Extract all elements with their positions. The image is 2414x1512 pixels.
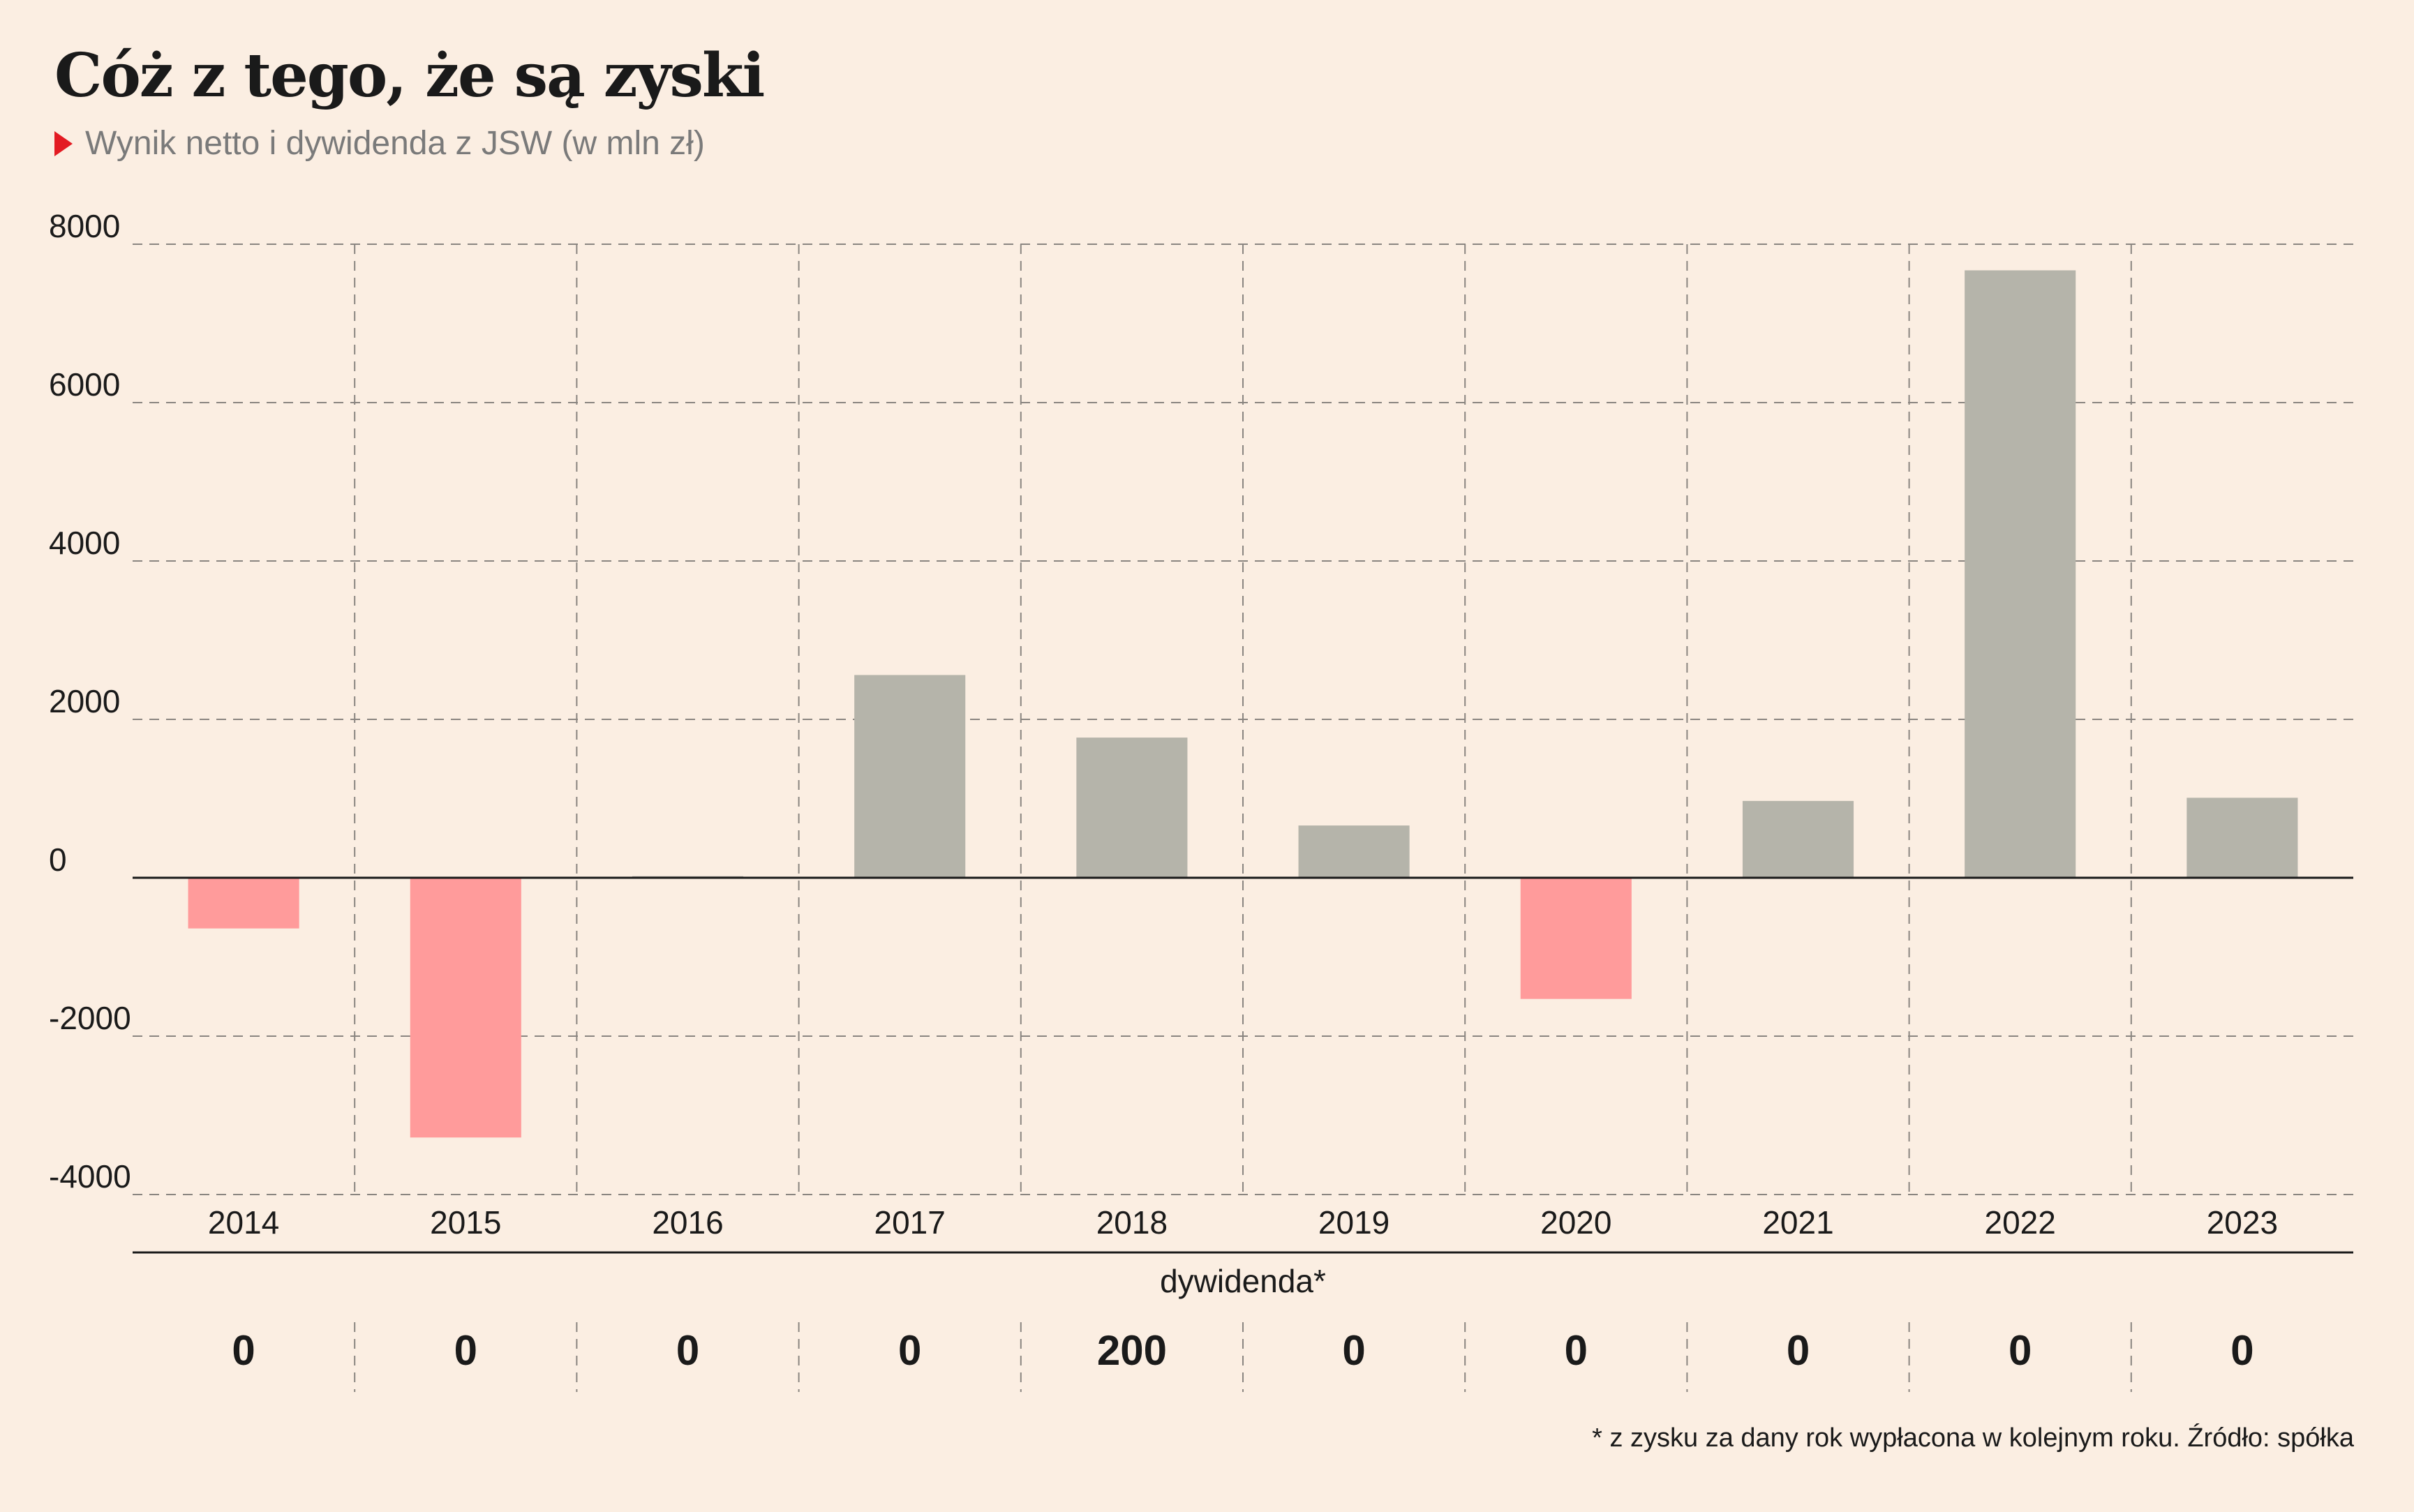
- chart-subtitle: Wynik netto i dywidenda z JSW (w mln zł): [54, 124, 705, 163]
- y-tick-label: 2000: [49, 683, 120, 719]
- dividend-label: dywidenda*: [1160, 1263, 1326, 1299]
- bar-2015: [410, 878, 521, 1138]
- bar-2018: [1076, 738, 1188, 878]
- chart-title: Cóż z tego, że są zyski: [54, 40, 765, 111]
- x-tick-label: 2017: [874, 1204, 946, 1241]
- bar-2019: [1298, 825, 1410, 878]
- y-tick-label: 6000: [49, 366, 120, 403]
- bar-2022: [1965, 270, 2076, 878]
- dividend-value-2018: 200: [1097, 1327, 1167, 1374]
- x-tick-label: 2015: [430, 1204, 501, 1241]
- y-tick-label: -2000: [49, 1000, 131, 1036]
- bar-2021: [1742, 800, 1854, 878]
- y-tick-label: -4000: [49, 1158, 131, 1195]
- x-tick-label: 2016: [652, 1204, 723, 1241]
- x-tick-label: 2021: [1762, 1204, 1833, 1241]
- dividend-value-2017: 0: [898, 1327, 921, 1374]
- dividend-value-2015: 0: [454, 1327, 477, 1374]
- triangle-marker-icon: [54, 130, 73, 156]
- dividend-value-2016: 0: [676, 1327, 699, 1374]
- dividend-value-2022: 0: [2009, 1327, 2032, 1374]
- dividend-value-2020: 0: [1565, 1327, 1588, 1374]
- footnote: * z zysku za dany rok wypłacona w kolejn…: [1592, 1423, 2354, 1453]
- y-tick-label: 0: [49, 841, 67, 878]
- y-tick-label: 4000: [49, 525, 120, 561]
- x-tick-label: 2018: [1096, 1204, 1168, 1241]
- subtitle-text: Wynik netto i dywidenda z JSW (w mln zł): [85, 125, 705, 162]
- bar-2017: [854, 675, 966, 878]
- x-tick-label: 2020: [1540, 1204, 1611, 1241]
- dividend-value-2023: 0: [2230, 1327, 2253, 1374]
- x-tick-label: 2022: [1985, 1204, 2056, 1241]
- x-tick-label: 2023: [2207, 1204, 2278, 1241]
- bar-2020: [1520, 878, 1632, 999]
- x-tick-label: 2019: [1318, 1204, 1389, 1241]
- x-tick-label: 2014: [208, 1204, 279, 1241]
- dividend-value-2021: 0: [1787, 1327, 1810, 1374]
- y-tick-label: 8000: [49, 208, 120, 244]
- dividend-value-2019: 0: [1342, 1327, 1365, 1374]
- bar-2023: [2186, 798, 2298, 878]
- dividend-value-2014: 0: [232, 1327, 255, 1374]
- bar-2014: [188, 878, 299, 929]
